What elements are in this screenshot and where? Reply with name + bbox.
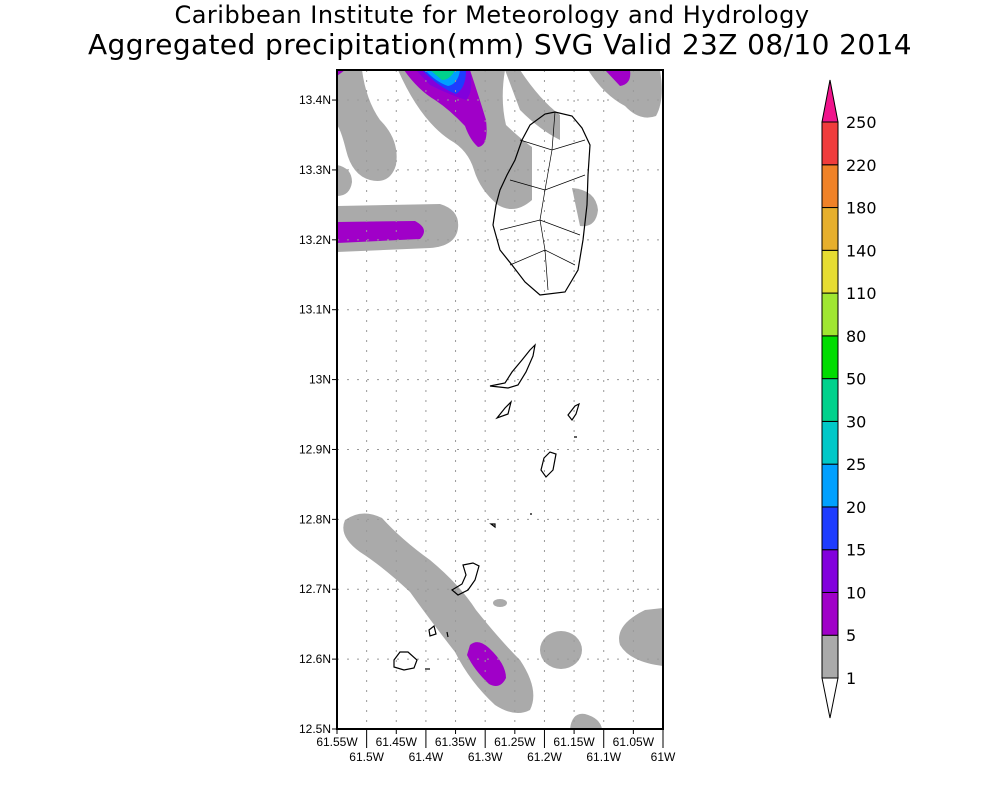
y-tick-label: 12.7N [299,582,331,596]
x-tick-label: 61.55W [316,735,358,749]
precip-30-50mm [430,70,455,80]
colorbar-swatch [821,506,839,551]
precip-fields [337,70,663,729]
colorbar-swatch [821,420,839,465]
y-tick-label: 13.3N [299,163,331,177]
colorbar-label: 180 [846,199,877,218]
colorbar-label: 10 [846,583,866,602]
chart-subtitle: Aggregated precipitation(mm) SVG Valid 2… [88,28,912,61]
x-tick-label: 61.05W [613,735,655,749]
colorbar-label: 1 [846,669,856,688]
island-st-vincent [492,111,591,296]
y-tick-label: 13.4N [299,93,331,107]
colorbar-label: 220 [846,156,877,175]
colorbar-label: 80 [846,327,866,346]
x-tick-label: 61.1W [586,750,621,764]
colorbar-label: 20 [846,498,866,517]
colorbar-swatch [821,335,839,380]
colorbar-swatch [821,463,839,508]
island-canouan [540,451,557,478]
colorbar-swatch [821,164,839,209]
colorbar-label: 15 [846,541,866,560]
colorbar-above-triangle [821,79,839,123]
colorbar-label: 50 [846,370,866,389]
colorbar-label: 25 [846,455,866,474]
colorbar-swatch [821,378,839,422]
x-tick-label: 61.15W [553,735,595,749]
colorbar-label: 250 [846,113,877,132]
x-tick-label: 61.5W [349,750,384,764]
colorbar-label: 5 [846,626,856,645]
colorbar-swatch [821,591,839,636]
y-tick-label: 13N [309,373,331,387]
island-small [495,400,513,420]
island-bequia [489,343,536,389]
y-tick-label: 12.8N [299,512,331,526]
axis-ticks: 61.55W61.5W61.45W61.4W61.35W61.3W61.25W6… [299,93,676,764]
island-carriacou [393,651,418,671]
x-tick-label: 61.25W [494,735,536,749]
x-tick-label: 61.45W [376,735,418,749]
island-union [450,562,480,596]
colorbar-swatch [821,121,839,166]
colorbar-label: 110 [846,284,877,303]
x-tick-label: 61.4W [409,750,444,764]
colorbar-swatch [821,207,839,251]
island-small [428,624,449,638]
chart-title: Caribbean Institute for Meteorology and … [174,1,810,29]
y-tick-label: 13.1N [299,303,331,317]
y-tick-label: 12.9N [299,442,331,456]
colorbar-swatch [821,292,839,337]
colorbar-label: 30 [846,412,866,431]
map-frame [336,69,664,730]
x-tick-label: 61.3W [468,750,503,764]
x-tick-label: 61W [651,750,676,764]
y-tick-label: 13.2N [299,233,331,247]
y-tick-label: 12.5N [299,722,331,736]
colorbar-below-triangle [821,677,839,719]
precip-1-5mm [337,70,663,729]
colorbar-label: 140 [846,241,877,260]
x-tick-label: 61.2W [527,750,562,764]
colorbar-swatch [821,249,839,294]
colorbar-swatch [821,634,839,679]
coastlines [393,111,591,671]
y-tick-label: 12.6N [299,652,331,666]
island-drainage-lines [499,111,586,291]
island-small [489,436,577,529]
x-tick-label: 61.35W [435,735,477,749]
grid-lines [337,70,663,729]
island-small [567,402,580,422]
colorbar-swatch [821,549,839,593]
